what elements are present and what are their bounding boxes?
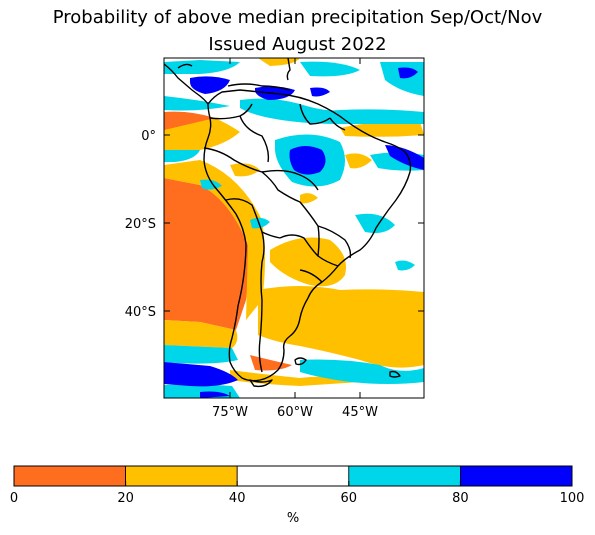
- lat-tick-label-0: 0°: [141, 129, 156, 144]
- colorbar-bin-60-80: [348, 465, 461, 487]
- colorbar-bin-20-40: [125, 465, 238, 487]
- map-subtitle: Issued August 2022: [208, 34, 387, 55]
- colorbar-bin-0-20: [13, 465, 126, 487]
- colorbar-tick-label: 60: [341, 491, 358, 506]
- colorbar-tick-label: 0: [10, 491, 18, 506]
- colorbar-unit-label: %: [287, 511, 299, 526]
- colorbar-ticks: 0 20 40 60 80 100: [10, 481, 585, 506]
- lat-tick-label-40s: 40°S: [125, 305, 156, 320]
- map-title: Probability of above median precipitatio…: [52, 7, 543, 28]
- colorbar-tick-label: 20: [117, 491, 134, 506]
- probability-80-100-regions: [164, 67, 424, 398]
- lat-tick-label-20s: 20°S: [125, 217, 156, 232]
- lon-tick-label-60w: 60°W: [277, 405, 313, 420]
- map-area: [164, 58, 424, 398]
- colorbar-bin-40-60: [236, 465, 350, 487]
- colorbar-bin-80-100: [459, 465, 573, 487]
- colorbar-frame: [13, 465, 573, 487]
- colorbar-tick-label: 100: [560, 491, 585, 506]
- colorbar-bins: [13, 465, 573, 487]
- map-frame: [163, 57, 425, 399]
- colorbar-tick-label: 80: [452, 491, 469, 506]
- colorbar: 0 20 40 60 80 100 %: [10, 465, 585, 526]
- lon-tick-label-45w: 45°W: [342, 405, 378, 420]
- lon-tick-label-75w: 75°W: [212, 405, 248, 420]
- latitude-ticks: [164, 134, 424, 312]
- coastline-and-borders: [164, 58, 412, 388]
- colorbar-tick-label: 40: [229, 491, 246, 506]
- longitude-ticks: [229, 58, 361, 398]
